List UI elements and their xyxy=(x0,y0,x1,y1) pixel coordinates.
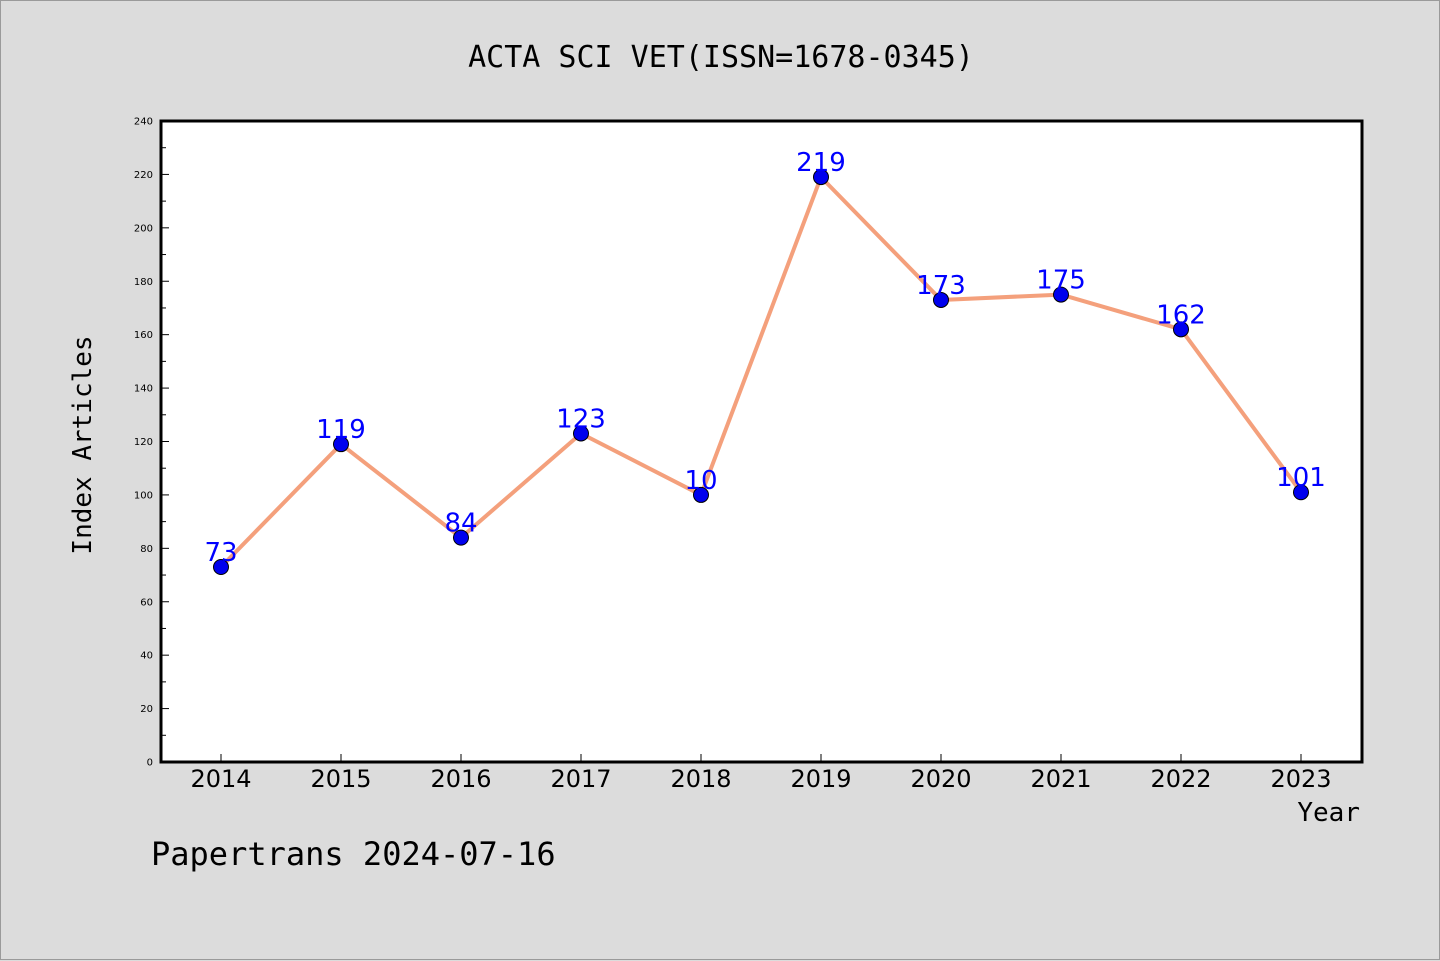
data-point xyxy=(1173,321,1189,338)
y-tick-label: 140 xyxy=(134,384,153,395)
data-label: 173 xyxy=(916,271,966,301)
y-tick-label: 240 xyxy=(134,117,153,128)
x-tick-label: 2017 xyxy=(550,765,611,793)
y-tick-label: 80 xyxy=(140,544,153,555)
y-tick-label: 100 xyxy=(134,490,153,501)
data-point xyxy=(933,291,949,308)
x-tick-label: 2015 xyxy=(310,765,371,793)
plot-area xyxy=(161,121,1362,762)
data-point xyxy=(453,529,469,546)
x-axis-label: Year xyxy=(1297,798,1360,828)
x-tick-label: 2019 xyxy=(790,765,851,793)
series-line xyxy=(219,175,1303,569)
x-tick-label: 2018 xyxy=(670,765,731,793)
y-tick-label: 180 xyxy=(134,277,153,288)
data-point xyxy=(693,486,709,503)
x-tick-label: 2023 xyxy=(1270,765,1331,793)
y-tick-label: 40 xyxy=(140,651,153,662)
data-label: 119 xyxy=(316,415,366,445)
x-tick-label: 2014 xyxy=(190,765,251,793)
data-point xyxy=(1053,286,1069,303)
y-tick-label: 160 xyxy=(134,330,153,341)
y-tick-label: 20 xyxy=(140,704,153,715)
x-axis-ticks: 2014 2015 2016 2017 2018 2019 2020 2021 2022 2023 xyxy=(190,754,1332,793)
data-label: 73 xyxy=(204,538,237,568)
data-point xyxy=(573,425,589,442)
x-tick-label: 2016 xyxy=(430,765,491,793)
data-markers xyxy=(213,169,1309,576)
data-label: 162 xyxy=(1156,300,1206,330)
y-tick-label: 220 xyxy=(134,170,153,181)
plot-border xyxy=(159,119,1364,764)
data-point xyxy=(213,559,229,576)
data-label: 175 xyxy=(1036,266,1086,296)
y-axis-label: Index Articles xyxy=(68,335,98,554)
data-label: 219 xyxy=(796,148,846,178)
data-point xyxy=(1293,484,1309,501)
data-labels: 73 119 84 123 10 219 173 175 162 101 xyxy=(204,148,1325,568)
chart-title: ACTA SCI VET(ISSN=1678-0345) xyxy=(468,40,974,75)
data-label: 123 xyxy=(556,404,606,434)
footer-credit: Papertrans 2024-07-16 xyxy=(151,835,556,873)
y-tick-label: 120 xyxy=(134,437,153,448)
data-label: 84 xyxy=(444,509,477,539)
y-tick-label: 60 xyxy=(140,597,153,608)
data-point xyxy=(813,169,829,186)
data-label: 101 xyxy=(1276,463,1326,493)
y-tick-label: 200 xyxy=(134,223,153,234)
x-tick-label: 2020 xyxy=(910,765,971,793)
y-tick-label: 0 xyxy=(147,758,153,769)
x-tick-label: 2022 xyxy=(1150,765,1211,793)
data-label: 10 xyxy=(684,466,717,496)
data-point xyxy=(333,436,349,453)
x-tick-label: 2021 xyxy=(1030,765,1091,793)
